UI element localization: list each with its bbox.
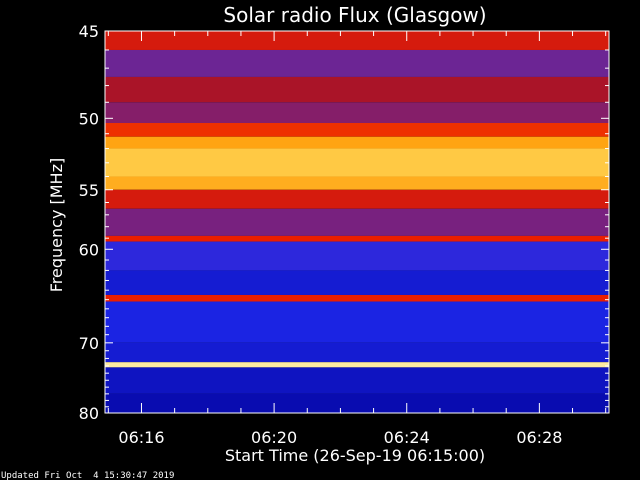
frequency-band-6 xyxy=(105,148,609,177)
spectrogram-plot-area xyxy=(105,31,609,413)
x-tick-label: 06:28 xyxy=(516,428,562,447)
frequency-band-8 xyxy=(105,189,609,209)
y-tick-label: 55 xyxy=(79,181,99,200)
y-tick-label: 80 xyxy=(79,404,99,423)
frequency-band-18 xyxy=(105,393,609,413)
x-axis-label: Start Time (26-Sep-19 06:15:00) xyxy=(225,446,485,465)
y-tick-label: 45 xyxy=(79,22,99,41)
frequency-band-3 xyxy=(105,102,609,124)
plot-axes: 45 50 55 60 70 80 06:16 06:20 06:24 06:28 xyxy=(79,22,610,447)
frequency-band-1 xyxy=(105,49,609,77)
plot-frame xyxy=(104,30,610,414)
frequency-band-7 xyxy=(105,176,609,190)
x-tick-label: 06:16 xyxy=(118,428,164,447)
frequency-band-17 xyxy=(105,367,609,394)
y-tick-label: 70 xyxy=(79,334,99,353)
frequency-band-13 xyxy=(105,294,609,302)
updated-timestamp: Updated Fri Oct 4 15:30:47 2019 xyxy=(1,471,174,480)
frequency-band-10 xyxy=(105,235,609,242)
frequency-band-0 xyxy=(105,31,609,50)
frequency-band-9 xyxy=(105,208,609,236)
frequency-band-12 xyxy=(105,270,609,295)
frequency-band-11 xyxy=(105,241,609,271)
frequency-band-2 xyxy=(105,76,609,103)
x-tick-label: 06:24 xyxy=(384,428,430,447)
chart-title: Solar radio Flux (Glasgow) xyxy=(223,3,486,27)
x-tick-label: 06:20 xyxy=(251,428,297,447)
frequency-band-5 xyxy=(105,136,609,149)
y-tick-label: 50 xyxy=(79,109,99,128)
frequency-band-4 xyxy=(105,123,609,137)
y-tick-label: 60 xyxy=(79,240,99,259)
y-axis-label: Frequency [MHz] xyxy=(47,158,66,292)
frequency-band-15 xyxy=(105,342,609,363)
frequency-band-16 xyxy=(105,362,609,368)
frequency-band-14 xyxy=(105,301,609,343)
